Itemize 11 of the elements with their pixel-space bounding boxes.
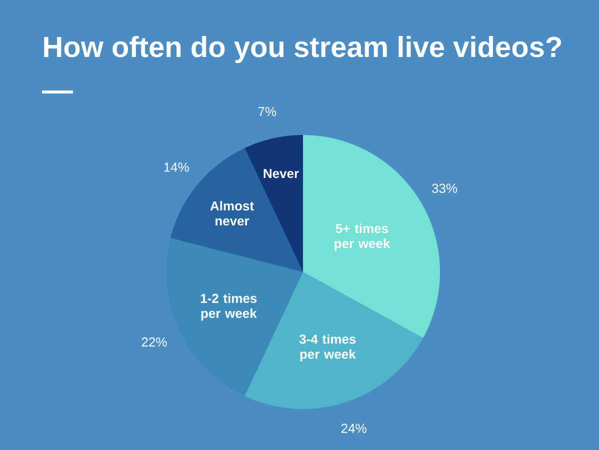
slice-label: 3-4 times per week (299, 334, 356, 362)
data-label: 33% (432, 184, 458, 193)
slice-label: 5+ times per week (334, 224, 390, 251)
data-label: 14% (164, 162, 189, 172)
data-label: 24% (341, 424, 366, 433)
data-label: 7% (258, 107, 276, 116)
slice-label: Almost never (210, 200, 254, 226)
data-label: 22% (142, 337, 167, 347)
slice-label: Never (264, 169, 299, 178)
slice-label: 1-2 times per week (200, 293, 257, 321)
chart-title: How often do you stream live videos? (44, 36, 561, 64)
